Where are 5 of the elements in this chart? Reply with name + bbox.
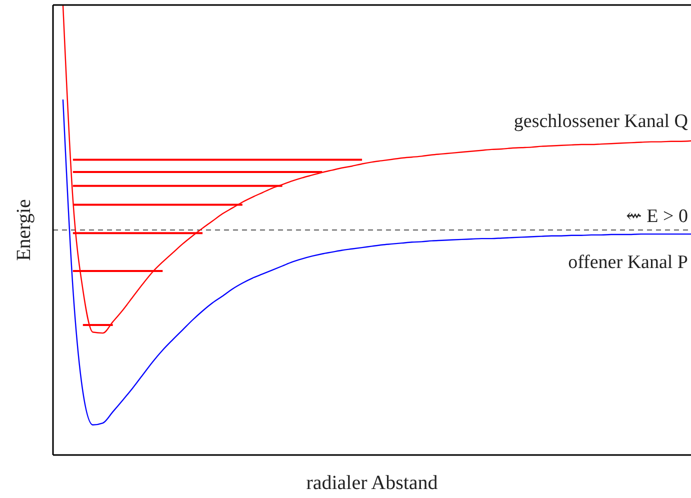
x-axis-title: radialer Abstand (306, 472, 438, 494)
series-label: offener Kanal P (568, 252, 688, 274)
y-axis-title: Energie (13, 198, 35, 261)
ref-line-label: ⇜ E > 0 (626, 206, 688, 227)
series-label: geschlossener Kanal Q (514, 110, 688, 132)
